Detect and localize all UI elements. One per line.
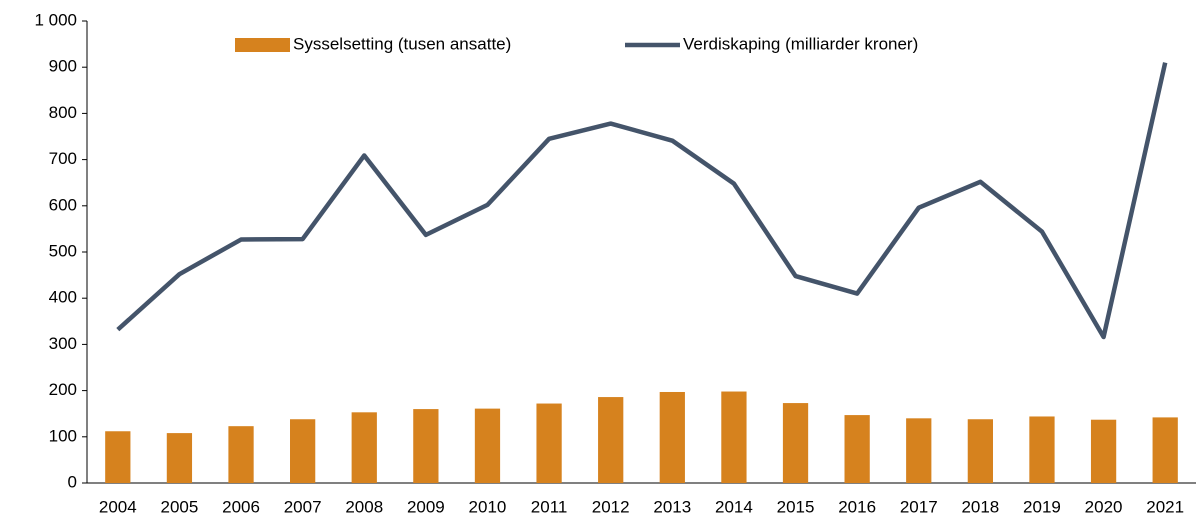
bar <box>906 418 932 483</box>
bar <box>598 397 624 483</box>
y-tick-label: 300 <box>49 334 77 353</box>
bar <box>105 431 131 483</box>
bar <box>351 412 377 483</box>
x-tick-label: 2014 <box>715 497 753 516</box>
x-tick-label: 2004 <box>99 497 137 516</box>
x-tick-label: 2019 <box>1023 497 1061 516</box>
x-tick-label: 2016 <box>838 497 876 516</box>
legend-label: Sysselsetting (tusen ansatte) <box>293 34 511 53</box>
bar <box>413 409 439 483</box>
y-tick-label: 700 <box>49 149 77 168</box>
bar <box>166 433 193 483</box>
y-tick-label: 100 <box>49 426 77 445</box>
x-tick-label: 2010 <box>469 497 507 516</box>
legend-swatch <box>235 38 290 52</box>
x-tick-label: 2012 <box>592 497 630 516</box>
bar <box>844 415 870 483</box>
x-tick-label: 2013 <box>653 497 691 516</box>
x-tick-label: 2005 <box>161 497 199 516</box>
x-tick-label: 2015 <box>777 497 815 516</box>
y-tick-label: 0 <box>68 472 77 491</box>
x-tick-label: 2017 <box>900 497 938 516</box>
bar <box>721 391 747 483</box>
line <box>116 62 1168 340</box>
bar <box>536 403 562 483</box>
y-tick-label: 800 <box>49 103 77 122</box>
x-tick-label: 2018 <box>961 497 999 516</box>
y-tick-label: 200 <box>49 380 77 399</box>
y-tick-label: 900 <box>49 57 77 76</box>
x-tick-label: 2020 <box>1085 497 1123 516</box>
bar <box>1152 417 1178 483</box>
bar <box>967 419 993 483</box>
x-tick-label: 2011 <box>531 497 568 516</box>
y-tick-label: 1 000 <box>34 10 77 29</box>
x-tick-label: 2008 <box>345 497 383 516</box>
y-tick-label: 500 <box>49 241 77 260</box>
bar <box>228 426 254 483</box>
bar <box>659 391 685 483</box>
bar <box>782 403 809 483</box>
bar <box>290 419 316 483</box>
bar <box>1090 419 1117 483</box>
y-tick-label: 400 <box>49 288 77 307</box>
x-tick-label: 2009 <box>407 497 445 516</box>
x-tick-label: 2021 <box>1146 497 1184 516</box>
legend-label: Verdiskaping (milliarder kroner) <box>683 34 918 53</box>
x-tick-label: 2007 <box>284 497 322 516</box>
y-tick-label: 600 <box>49 195 77 214</box>
bar <box>474 408 501 483</box>
x-tick-label: 2006 <box>222 497 260 516</box>
bar <box>1029 416 1055 483</box>
